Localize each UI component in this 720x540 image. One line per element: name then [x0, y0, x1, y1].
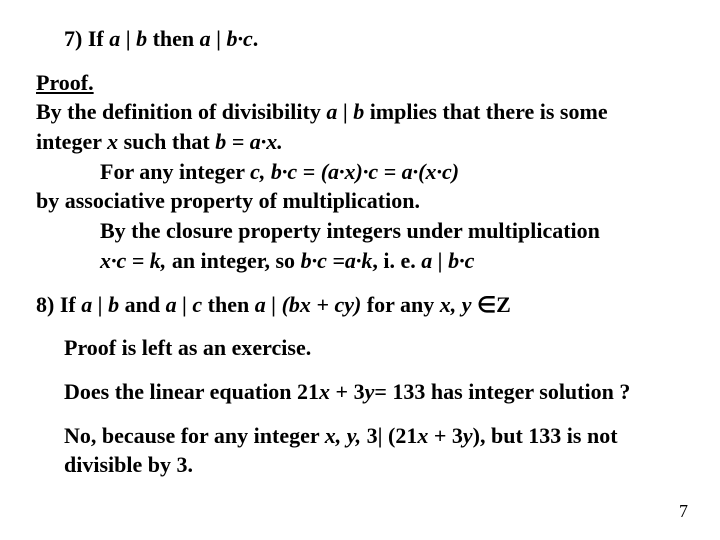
text: implies that there is some [364, 99, 607, 124]
text: , i. e. [372, 248, 421, 273]
proof-line: x·c = k, an integer, so b·c =a·k, i. e. … [36, 246, 684, 276]
text: Does the linear equation 21 [64, 379, 319, 404]
var: a | (bx + cy) [255, 292, 362, 317]
text: . [253, 26, 259, 51]
text: such that [118, 129, 215, 154]
var-bc: b·c [227, 26, 253, 51]
text: No, because for any integer [64, 423, 325, 448]
text: for any [361, 292, 439, 317]
eq: a | b·c [421, 248, 474, 273]
inZ-symbol: ∈Z [477, 292, 511, 317]
text: | [211, 26, 227, 51]
text: Proof. [36, 70, 94, 95]
text: + 3 [428, 423, 463, 448]
slide-content: 7) If a | b then a | b·c. Proof. By the … [0, 0, 720, 540]
text: | [337, 99, 353, 124]
text: | [120, 26, 136, 51]
var-xy: x, y, [325, 423, 361, 448]
text: 3| (21 [361, 423, 417, 448]
var-a: a [326, 99, 337, 124]
var-x: x [107, 129, 118, 154]
text: ), but 133 is not [473, 423, 618, 448]
text: by associative property of multiplicatio… [36, 188, 420, 213]
text: = 133 has integer solution ? [374, 379, 630, 404]
var-b: b [353, 99, 364, 124]
text: + 3 [330, 379, 365, 404]
proof-line: by associative property of multiplicatio… [36, 186, 684, 216]
text: integer [36, 129, 107, 154]
var-y: y [365, 379, 375, 404]
var: a | b [81, 292, 119, 317]
text: For any integer [100, 159, 250, 184]
proof-exercise: Proof is left as an exercise. [36, 333, 684, 363]
proof-line: For any integer c, b·c = (a·x)·c = a·(x·… [36, 157, 684, 187]
proof-line: By the closure property integers under m… [36, 216, 684, 246]
item7-proof: Proof. By the definition of divisibility… [36, 68, 684, 276]
text: an integer, so [166, 248, 300, 273]
text: By the closure property integers under m… [100, 218, 600, 243]
var-a: a [109, 26, 120, 51]
var-x: x [319, 379, 330, 404]
text: then [147, 26, 200, 51]
question: Does the linear equation 21x + 3y= 133 h… [36, 377, 684, 407]
text: 8) If [36, 292, 81, 317]
text: 7) If [64, 26, 109, 51]
text: and [119, 292, 165, 317]
var: x, y [440, 292, 477, 317]
proof-line: integer x such that b = a·x. [36, 127, 684, 157]
var-x: x [417, 423, 428, 448]
eq: b = a·x. [215, 129, 283, 154]
answer: No, because for any integer x, y, 3| (21… [36, 421, 684, 480]
proof-label: Proof. [36, 68, 684, 98]
var-y: y [463, 423, 473, 448]
var-b: b [136, 26, 147, 51]
var-c: c, [250, 159, 265, 184]
eq: x·c = k, [100, 248, 166, 273]
answer-line: divisible by 3. [64, 450, 684, 480]
text: By the definition of divisibility [36, 99, 326, 124]
item8-title: 8) If a | b and a | c then a | (bx + cy)… [36, 290, 684, 320]
proof-line: By the definition of divisibility a | b … [36, 97, 684, 127]
answer-line: No, because for any integer x, y, 3| (21… [64, 421, 684, 451]
eq: b·c = (a·x)·c = a·(x·c) [265, 159, 459, 184]
text: then [202, 292, 255, 317]
item7-title: 7) If a | b then a | b·c. [36, 24, 684, 54]
page-number: 7 [679, 501, 688, 522]
eq: b·c =a·k [301, 248, 373, 273]
var: a | c [166, 292, 203, 317]
var-a: a [200, 26, 211, 51]
